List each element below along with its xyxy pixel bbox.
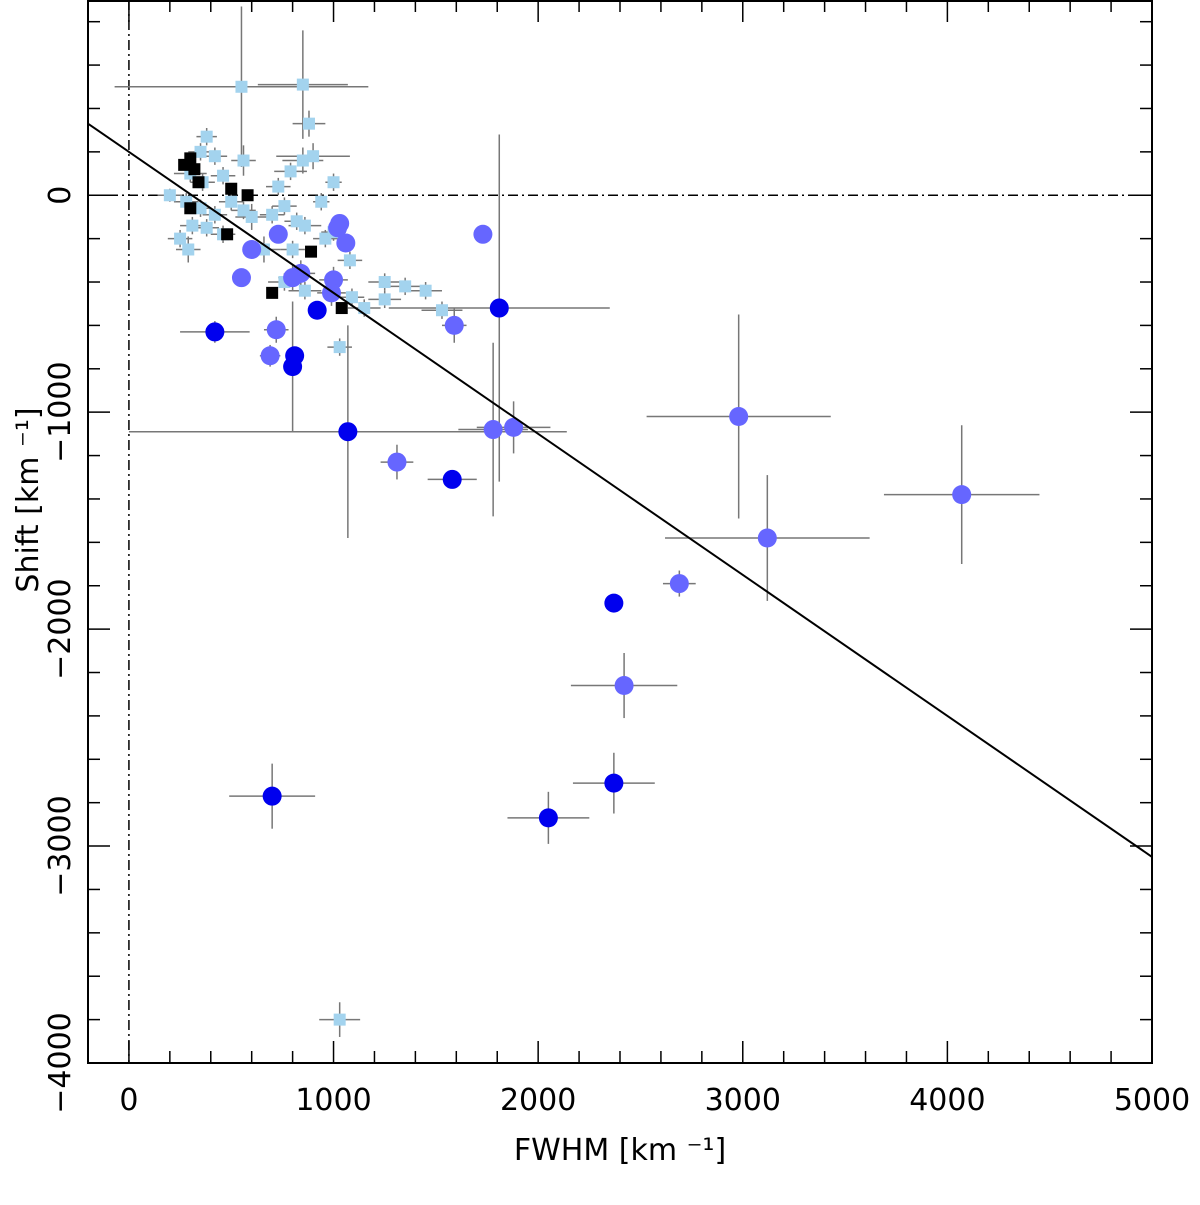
medium-blue-circle-point (242, 239, 262, 259)
light-blue-square-point (296, 78, 309, 91)
y-tick-label: −2000 (43, 578, 78, 679)
light-blue-square-point (286, 243, 299, 256)
medium-blue-circle-point (268, 224, 288, 244)
light-blue-square-point (245, 210, 258, 223)
black-square-point (335, 302, 348, 315)
medium-blue-circle-point (729, 407, 749, 427)
light-blue-square-point (296, 154, 309, 167)
x-tick-label: 5000 (1114, 1083, 1190, 1118)
medium-blue-circle-point (260, 346, 280, 366)
light-blue-square-point (235, 80, 248, 93)
light-blue-square-point (278, 200, 291, 213)
medium-blue-circle-point (483, 420, 503, 440)
light-blue-square-point (225, 195, 238, 208)
light-blue-square-point (237, 154, 250, 167)
x-tick-label: 4000 (909, 1083, 985, 1118)
light-blue-square-point (333, 341, 346, 354)
x-tick-label: 1000 (295, 1083, 371, 1118)
black-square-point (241, 189, 254, 202)
light-blue-square-point (333, 1013, 346, 1026)
dark-blue-circle-point (205, 322, 225, 342)
light-blue-square-point (266, 208, 279, 221)
light-blue-square-point (200, 130, 213, 143)
dark-blue-circle-point (283, 357, 303, 377)
light-blue-square-point (435, 304, 448, 317)
light-blue-square-point (419, 284, 432, 297)
light-blue-square-point (302, 117, 315, 130)
light-blue-square-point (194, 202, 207, 215)
light-blue-square-point (378, 293, 391, 306)
x-axis-title: FWHM [km ⁻¹] (514, 1133, 726, 1168)
black-square-point (225, 182, 238, 195)
light-blue-square-point (208, 150, 221, 163)
y-tick-label: −4000 (43, 1012, 78, 1113)
dark-blue-circle-point (442, 469, 462, 489)
reference-lines (88, 0, 1152, 1063)
medium-blue-circle-point (757, 528, 777, 548)
y-tick-label: −3000 (43, 795, 78, 896)
light-blue-square-point (208, 208, 221, 221)
plot-frame (87, 0, 1153, 1064)
light-blue-square-point (315, 195, 328, 208)
fit-line-group (87, 122, 1153, 858)
light-blue-square-point (272, 180, 285, 193)
error-bars (114, 6, 1040, 1037)
light-blue-square-point (307, 150, 320, 163)
x-tick-label: 3000 (705, 1083, 781, 1118)
light-blue-square-point (343, 254, 356, 267)
data-markers (163, 78, 972, 1026)
light-blue-square-point (200, 221, 213, 234)
y-tick-label: −1000 (43, 361, 78, 462)
black-square-point (305, 245, 318, 258)
dark-blue-circle-point (338, 422, 358, 442)
black-square-point (221, 228, 234, 241)
light-blue-square-point (327, 176, 340, 189)
dark-blue-circle-point (489, 298, 509, 318)
dark-blue-circle-point (262, 786, 282, 806)
dark-blue-circle-point (538, 808, 558, 828)
medium-blue-circle-point (952, 485, 972, 505)
medium-blue-circle-point (504, 417, 524, 437)
light-blue-square-point (174, 232, 187, 245)
medium-blue-circle-point (283, 268, 303, 288)
medium-blue-circle-point (336, 233, 356, 253)
black-square-point (266, 286, 279, 299)
light-blue-square-point (298, 219, 311, 232)
medium-blue-circle-point (231, 268, 251, 288)
light-blue-square-point (217, 169, 230, 182)
light-blue-square-point (182, 243, 195, 256)
light-blue-square-point (163, 189, 176, 202)
dark-blue-circle-point (307, 300, 327, 320)
medium-blue-circle-point (614, 676, 634, 696)
black-square-point (184, 202, 197, 215)
x-tick-label: 0 (119, 1083, 138, 1118)
light-blue-square-point (378, 276, 391, 289)
black-square-point (184, 152, 197, 165)
medium-blue-circle-point (444, 315, 464, 335)
light-blue-square-point (298, 284, 311, 297)
axis-labels: FWHM [km ⁻¹] Shift [km ⁻¹] 0 1000 2000 3000… (11, 186, 1190, 1168)
light-blue-square-point (284, 165, 297, 178)
light-blue-square-point (345, 291, 358, 304)
medium-blue-circle-point (266, 320, 286, 340)
y-tick-label: 0 (43, 186, 78, 205)
black-square-point (188, 163, 201, 176)
black-square-point (192, 176, 205, 189)
medium-blue-circle-point (669, 574, 689, 594)
light-blue-square-point (186, 219, 199, 232)
medium-blue-circle-point (473, 224, 493, 244)
y-axis-title: Shift [km ⁻¹] (11, 407, 46, 592)
linear-fit-line (87, 122, 1153, 858)
plot-border (87, 0, 1153, 1064)
medium-blue-circle-point (387, 452, 407, 472)
dark-blue-circle-point (604, 773, 624, 793)
dark-blue-circle-point (604, 593, 624, 613)
light-blue-square-point (399, 280, 412, 293)
x-tick-label: 2000 (500, 1083, 576, 1118)
light-blue-square-point (194, 145, 207, 158)
medium-blue-circle-point (328, 218, 348, 238)
